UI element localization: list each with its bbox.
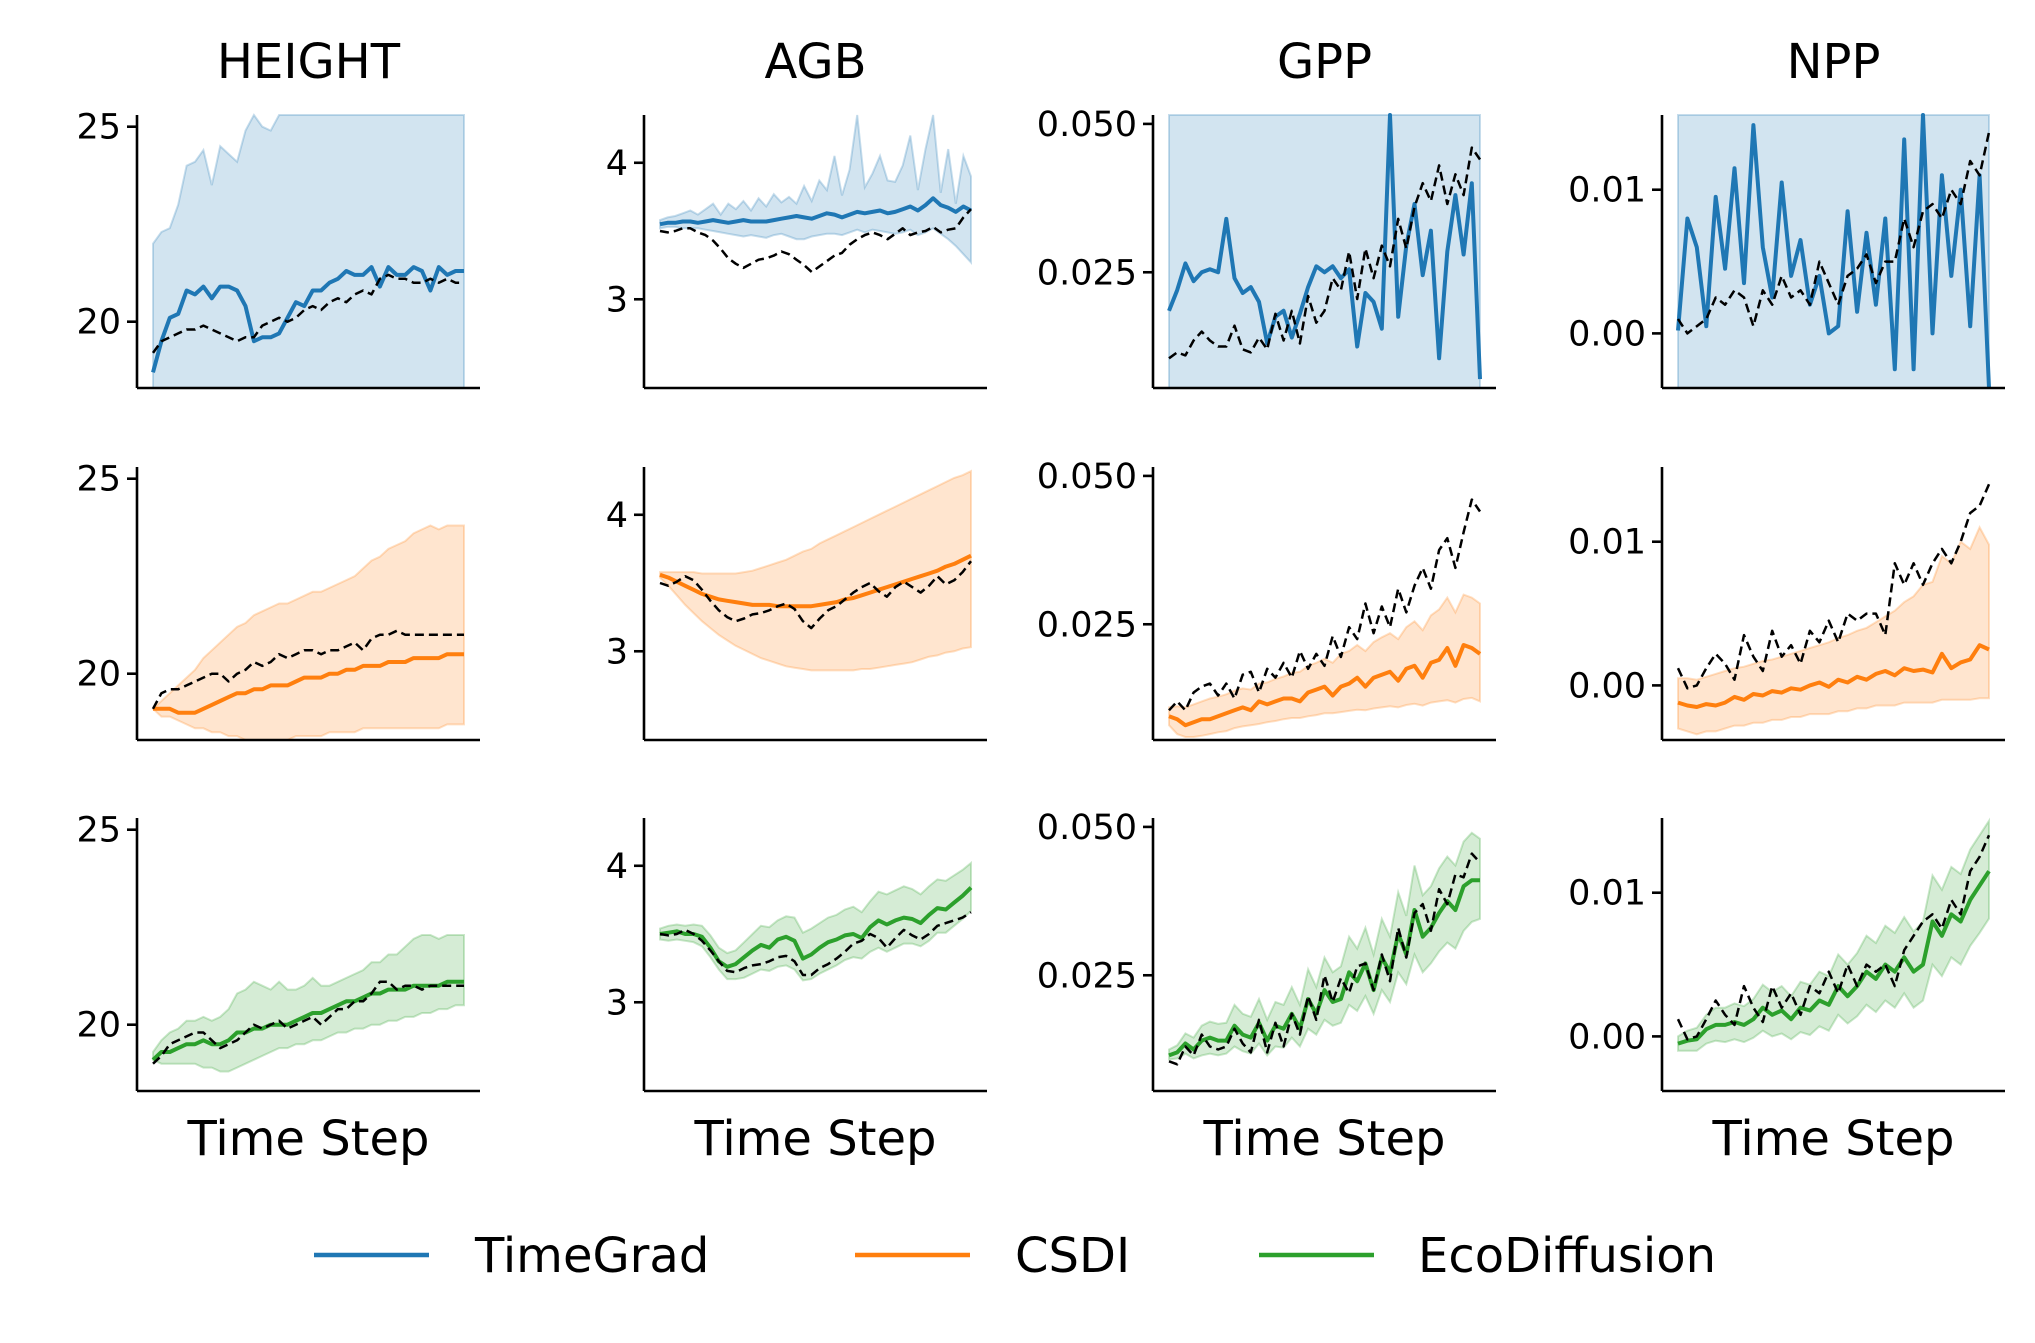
ground-truth-line-npp-ecodiffusion bbox=[1676, 834, 1991, 1041]
x-axis-label-gpp: Time Step bbox=[1202, 1111, 1445, 1167]
uncertainty-band-npp-csdi bbox=[1677, 525, 1990, 736]
y-tick-label-npp-csdi-1: 0.01 bbox=[1568, 523, 1646, 563]
panel-gpp-ecodiffusion: 0.025 0.050 bbox=[1037, 808, 1496, 1093]
y-tick-label-height-ecodiffusion-0: 20 bbox=[76, 1006, 121, 1046]
uncertainty-band-npp-ecodiffusion bbox=[1677, 817, 1990, 1052]
plot-area-height-csdi bbox=[151, 524, 465, 740]
uncertainty-band-agb-csdi bbox=[659, 469, 972, 672]
column-title-height: HEIGHT bbox=[217, 34, 401, 90]
plot-area-gpp-ecodiffusion bbox=[1168, 831, 1481, 1066]
panel-agb-csdi: 34 bbox=[606, 467, 987, 742]
ground-truth-line-npp-timegrad bbox=[1676, 131, 1991, 335]
y-tick-label-npp-ecodiffusion-0: 0.00 bbox=[1568, 1017, 1646, 1057]
plot-area-agb-csdi bbox=[659, 469, 972, 672]
y-tick-label-gpp-ecodiffusion-0: 0.025 bbox=[1037, 956, 1137, 996]
legend-label-timegrad: TimeGrad bbox=[474, 1228, 709, 1284]
ground-truth-line-gpp-ecodiffusion bbox=[1168, 852, 1481, 1066]
ground-truth-line-height-csdi bbox=[151, 629, 464, 710]
plot-area-npp-ecodiffusion bbox=[1676, 817, 1991, 1052]
y-tick-label-agb-timegrad-1: 4 bbox=[606, 144, 628, 184]
ground-truth-line-npp-csdi bbox=[1676, 483, 1991, 690]
uncertainty-band-height-ecodiffusion bbox=[152, 934, 465, 1073]
legend-label-csdi: CSDI bbox=[1015, 1228, 1130, 1284]
y-tick-label-height-csdi-1: 25 bbox=[76, 460, 121, 500]
column-title-gpp: GPP bbox=[1277, 34, 1372, 90]
y-tick-label-height-timegrad-0: 20 bbox=[76, 303, 121, 343]
series-line-gpp-csdi bbox=[1168, 643, 1482, 728]
y-tick-label-npp-csdi-0: 0.00 bbox=[1568, 666, 1646, 706]
series-line-agb-ecodiffusion bbox=[659, 886, 973, 969]
y-tick-label-agb-ecodiffusion-0: 3 bbox=[606, 983, 628, 1023]
series-line-npp-timegrad bbox=[1676, 113, 1991, 388]
x-axis-label-agb: Time Step bbox=[693, 1111, 936, 1167]
panel-agb-timegrad: 34 bbox=[606, 114, 987, 390]
series-line-agb-csdi bbox=[659, 553, 972, 609]
series-line-agb-timegrad bbox=[659, 196, 972, 227]
uncertainty-band-gpp-ecodiffusion bbox=[1168, 831, 1481, 1061]
x-axis-label-npp: Time Step bbox=[1711, 1111, 1954, 1167]
uncertainty-band-agb-timegrad bbox=[659, 114, 972, 265]
panel-npp-timegrad: 0.00 0.01 bbox=[1568, 113, 2005, 390]
y-tick-label-npp-timegrad-1: 0.01 bbox=[1568, 171, 1646, 211]
y-tick-label-agb-ecodiffusion-1: 4 bbox=[606, 847, 628, 887]
y-tick-label-gpp-timegrad-1: 0.050 bbox=[1037, 105, 1137, 145]
uncertainty-band-height-csdi bbox=[151, 524, 465, 740]
y-tick-label-gpp-timegrad-0: 0.025 bbox=[1037, 253, 1137, 293]
panel-gpp-csdi: 0.025 0.050 bbox=[1037, 457, 1496, 742]
uncertainty-band-height-timegrad bbox=[152, 113, 465, 388]
plot-area-height-ecodiffusion bbox=[151, 934, 465, 1073]
plot-area-agb-timegrad bbox=[659, 114, 972, 274]
x-axis-label-height: Time Step bbox=[186, 1111, 429, 1167]
legend-label-ecodiffusion: EcoDiffusion bbox=[1418, 1228, 1716, 1284]
plot-area-height-timegrad bbox=[151, 113, 465, 388]
panels-grid: 2025340.0250.0500.000.012025340.0250.050… bbox=[76, 105, 2005, 1093]
series-line-height-csdi bbox=[153, 652, 464, 715]
panel-agb-ecodiffusion: 34 bbox=[606, 818, 987, 1093]
y-tick-label-gpp-csdi-0: 0.025 bbox=[1037, 605, 1137, 645]
y-tick-label-agb-timegrad-0: 3 bbox=[606, 280, 628, 320]
ground-truth-line-height-timegrad bbox=[151, 273, 464, 354]
x-axis-labels: Time Step Time Step Time Step Time Step bbox=[186, 1111, 1954, 1167]
y-tick-label-gpp-ecodiffusion-1: 0.050 bbox=[1037, 808, 1137, 848]
ground-truth-line-agb-csdi bbox=[659, 560, 972, 630]
series-line-npp-csdi bbox=[1677, 643, 1990, 709]
column-title-npp: NPP bbox=[1787, 34, 1881, 90]
legend: TimeGrad CSDI EcoDiffusion bbox=[314, 1228, 1716, 1284]
panel-gpp-timegrad: 0.025 0.050 bbox=[1037, 105, 1496, 390]
ground-truth-line-gpp-csdi bbox=[1168, 498, 1482, 712]
y-tick-label-height-csdi-0: 20 bbox=[76, 655, 121, 695]
column-titles: HEIGHT AGB GPP NPP bbox=[217, 34, 1880, 90]
y-tick-label-agb-csdi-0: 3 bbox=[606, 632, 628, 672]
series-line-npp-ecodiffusion bbox=[1677, 870, 1991, 1046]
y-tick-label-height-timegrad-1: 25 bbox=[76, 108, 121, 148]
series-line-height-ecodiffusion bbox=[151, 979, 464, 1062]
y-tick-label-npp-ecodiffusion-1: 0.01 bbox=[1568, 874, 1646, 914]
plot-area-agb-ecodiffusion bbox=[659, 860, 973, 982]
panel-npp-ecodiffusion: 0.00 0.01 bbox=[1568, 817, 2005, 1093]
ground-truth-line-agb-ecodiffusion bbox=[659, 911, 972, 977]
series-line-gpp-timegrad bbox=[1167, 113, 1482, 380]
plot-area-gpp-timegrad bbox=[1167, 113, 1482, 388]
plot-area-npp-timegrad bbox=[1676, 113, 1991, 388]
uncertainty-band-gpp-timegrad bbox=[1168, 114, 1481, 388]
ground-truth-line-height-ecodiffusion bbox=[152, 980, 464, 1065]
plot-area-npp-csdi bbox=[1676, 483, 1991, 736]
column-title-agb: AGB bbox=[764, 34, 866, 90]
series-line-gpp-ecodiffusion bbox=[1168, 878, 1480, 1058]
y-tick-label-gpp-csdi-1: 0.050 bbox=[1037, 457, 1137, 497]
y-tick-label-agb-csdi-1: 4 bbox=[606, 496, 628, 536]
y-tick-label-height-ecodiffusion-1: 25 bbox=[76, 811, 121, 851]
panel-npp-csdi: 0.00 0.01 bbox=[1568, 467, 2005, 742]
ground-truth-line-gpp-timegrad bbox=[1168, 146, 1482, 360]
y-tick-label-npp-timegrad-0: 0.00 bbox=[1568, 314, 1646, 354]
plot-area-gpp-csdi bbox=[1168, 498, 1482, 738]
series-line-height-timegrad bbox=[151, 265, 464, 373]
uncertainty-band-agb-ecodiffusion bbox=[659, 860, 972, 982]
